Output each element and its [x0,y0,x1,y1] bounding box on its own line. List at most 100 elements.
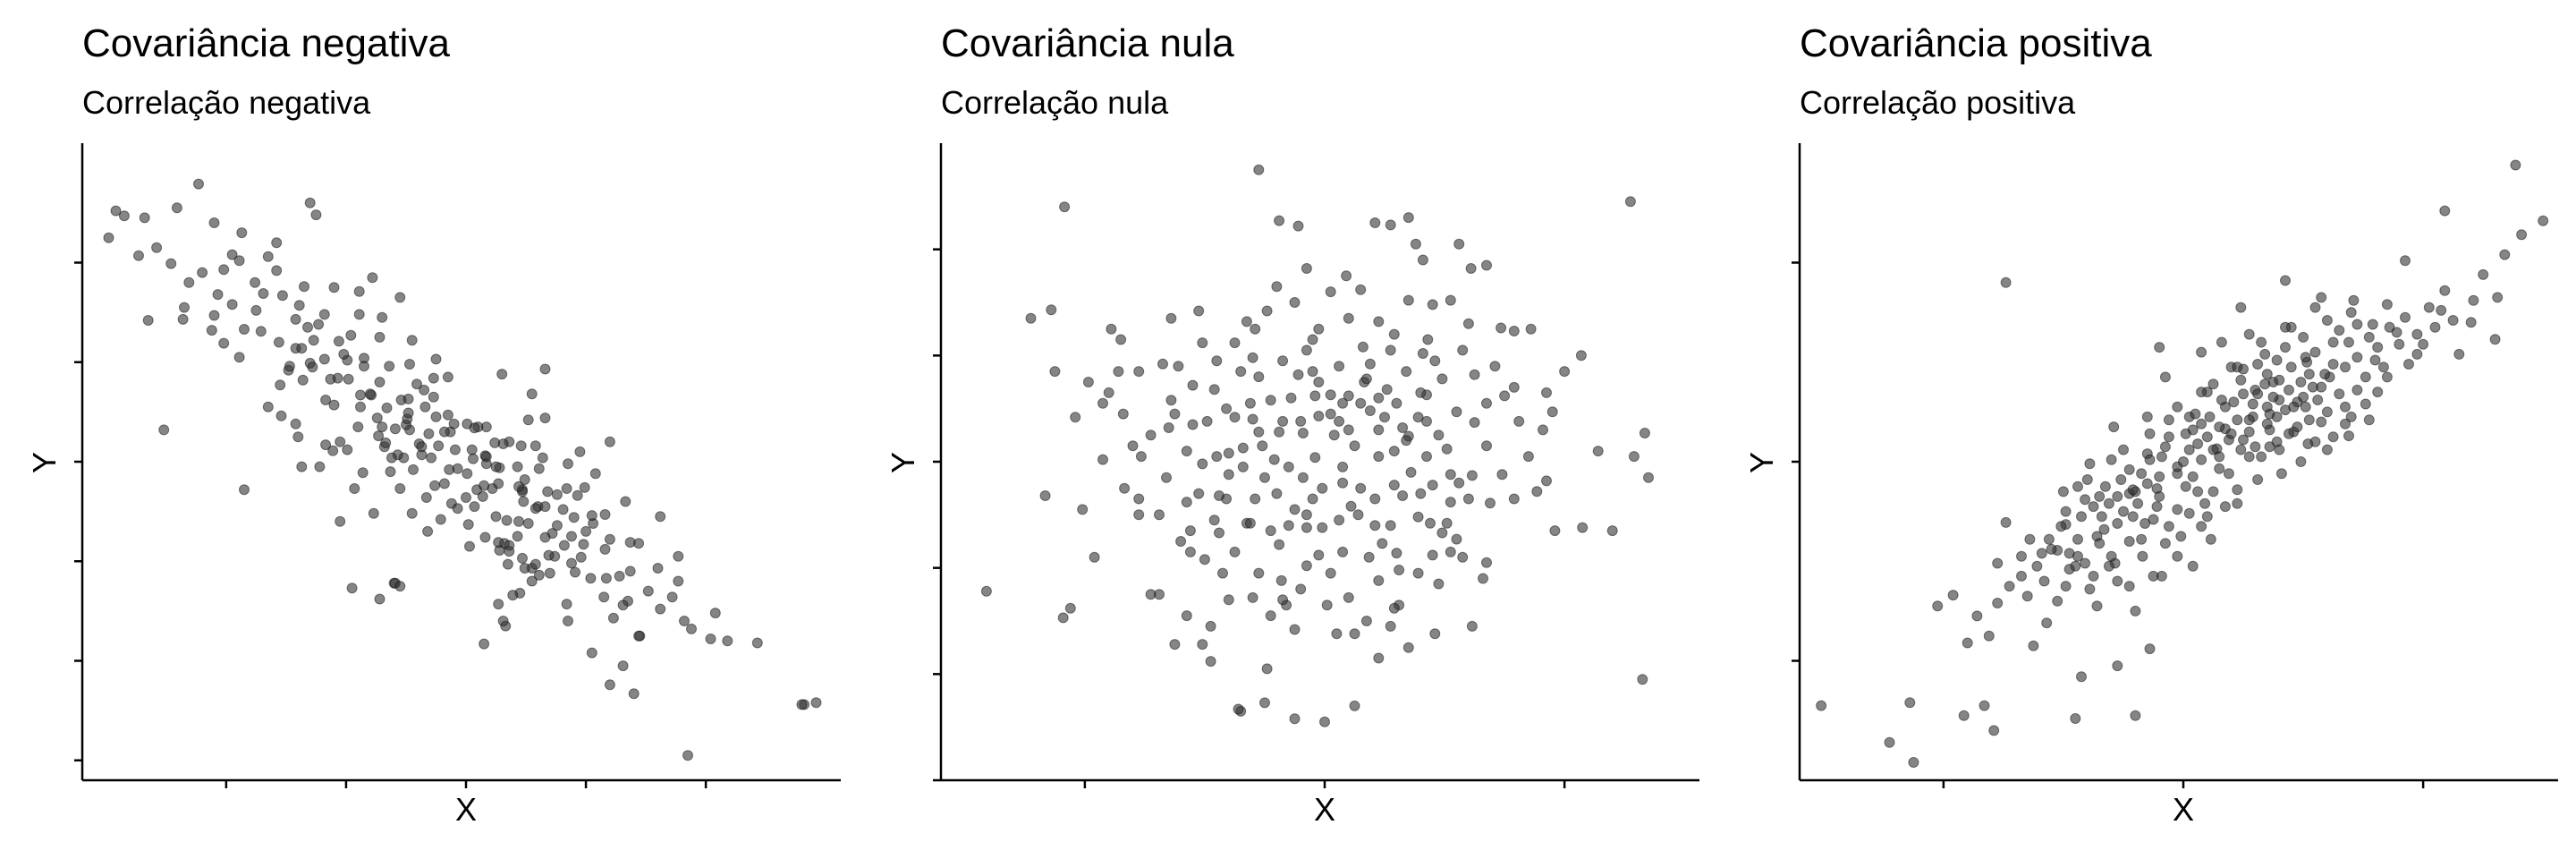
data-point [1522,451,1534,463]
data-point [377,421,388,433]
data-point [1244,397,1256,409]
data-point [1541,475,1552,487]
data-point [236,227,248,239]
data-point [1343,424,1354,436]
data-point [1373,392,1385,404]
data-point [377,311,388,323]
data-point [2127,484,2139,496]
data-point [292,431,304,443]
data-point [233,255,245,267]
data-point [444,464,455,475]
data-point [1133,366,1145,378]
data-point [1628,451,1640,463]
data-point [1355,397,1367,409]
data-point [1241,316,1252,327]
data-point [275,379,286,391]
data-point [2096,511,2107,523]
data-point [1259,697,1270,709]
data-point [320,439,332,451]
data-point [1349,700,1360,711]
data-point [2252,388,2264,400]
data-point [1394,565,1405,575]
data-point [539,501,551,513]
data-point [359,361,369,372]
data-point [1525,323,1537,335]
data-point [1947,590,1959,601]
data-point [2300,401,2311,412]
data-point [2148,514,2159,525]
data-point [1337,397,1349,409]
data-point [2228,396,2240,408]
data-point [493,537,504,549]
data-point [293,300,305,311]
data-point [1197,458,1208,470]
data-point [2235,374,2247,386]
data-point [2118,506,2129,517]
data-point [2309,436,2321,447]
data-point [2274,444,2285,455]
data-point [1397,490,1409,501]
data-point [1197,639,1208,651]
data-point [1289,504,1301,515]
data-point [469,501,480,513]
data-point [2204,411,2216,422]
data-point [452,503,463,515]
data-point [604,533,615,545]
data-point [1325,389,1336,401]
data-point [464,540,475,552]
data-point [2411,348,2423,360]
data-point [1283,461,1294,472]
data-point [2060,506,2072,517]
data-point [1337,461,1349,472]
data-point [2159,538,2171,549]
data-point [2321,406,2333,418]
data-point [343,373,354,385]
data-point [2137,550,2148,562]
data-point [1559,366,1571,378]
data-point [462,418,473,430]
data-point [2403,359,2414,370]
data-point [575,551,587,563]
data-point [151,242,163,253]
data-point [1343,591,1354,603]
data-point [1169,639,1181,651]
data-point [1343,390,1354,402]
data-point [2144,428,2156,439]
data-point [2175,531,2187,542]
data-point [2080,557,2091,569]
data-point [479,638,490,650]
data-point [2223,468,2234,480]
data-point [406,335,418,346]
data-point [177,313,189,325]
data-point [1538,424,1548,436]
data-point [1193,305,1205,317]
data-point [2492,292,2504,303]
data-point [2235,302,2247,313]
data-point [1427,480,1438,491]
data-point [1295,583,1307,595]
data-point [2163,431,2174,443]
data-point [586,510,597,522]
data-point [1360,373,1372,385]
data-point [2130,605,2141,617]
data-point [364,388,376,400]
data-point [479,532,491,543]
data-point [1297,428,1309,438]
data-point [2381,299,2393,310]
data-point [1313,411,1325,421]
data-point [2259,348,2271,360]
data-point [1388,328,1400,340]
data-point [1046,304,1057,316]
data-point [572,489,583,501]
data-point [2235,444,2247,455]
data-point [1292,220,1304,232]
data-point [2351,319,2363,330]
data-point [480,451,492,463]
data-point [1445,546,1456,557]
data-point [2478,268,2489,280]
data-point [1337,546,1349,557]
data-point [2038,575,2050,587]
data-point [1377,538,1388,549]
data-point [226,299,238,310]
data-point [1412,412,1424,423]
